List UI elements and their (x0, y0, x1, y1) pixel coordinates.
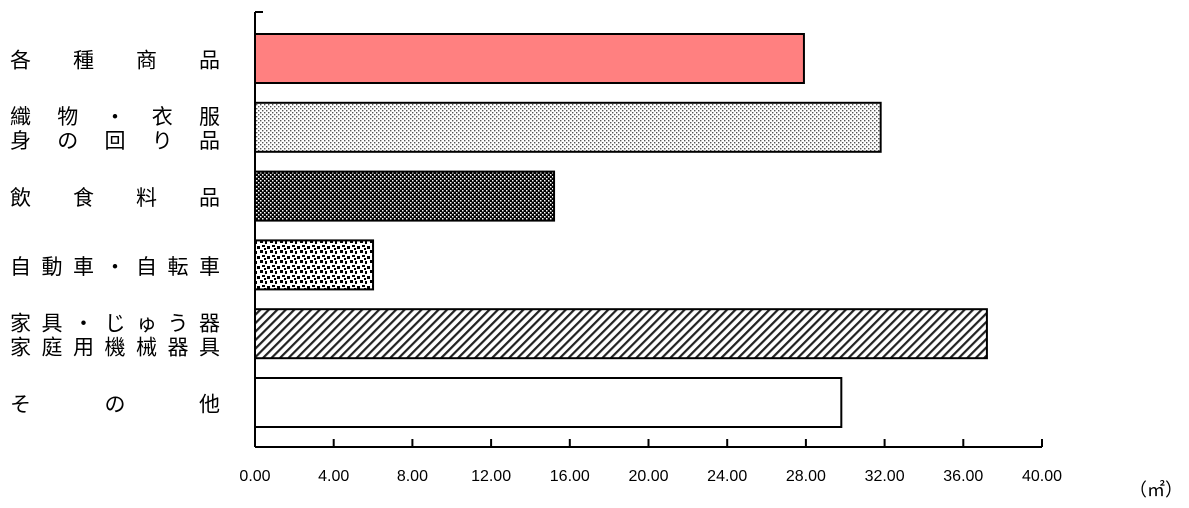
x-tick-label: 20.00 (628, 468, 668, 485)
category-label: 家庭用機械器具 (10, 336, 220, 360)
category-label: 各 種 商 品 (10, 48, 220, 72)
tick-labels: 0.00 4.00 8.00 12.00 16.00 20.00 24.00 28.00 32.… (239, 468, 1062, 485)
category-label: 身 の 回 り 品 (10, 129, 220, 153)
x-tick-label: 0.00 (239, 468, 270, 485)
x-tick-label: 4.00 (318, 468, 349, 485)
category-label: 家具・じゅう器 (10, 312, 220, 336)
category-label: 織 物 ・ 衣 服 (10, 105, 220, 129)
unit-label: （㎡） (1129, 479, 1183, 501)
x-tick-label: 8.00 (397, 468, 428, 485)
bar-5 (254, 377, 843, 428)
category-labels: 各 種 商 品織 物 ・ 衣 服身 の 回 り 品飲 食 料 品自動車・自転車家… (10, 48, 220, 416)
category-label: 自動車・自転車 (10, 255, 220, 279)
bar-4 (254, 308, 988, 360)
bar-0 (254, 33, 805, 84)
x-tick-label: 32.00 (865, 468, 905, 485)
bar-3 (254, 239, 375, 291)
x-tick-label: 24.00 (707, 468, 747, 485)
bars-layer (254, 33, 988, 428)
x-tick-label: 40.00 (1022, 468, 1062, 485)
x-tick-label: 12.00 (471, 468, 511, 485)
bar-1 (254, 101, 882, 153)
category-label: 飲 食 料 品 (10, 186, 220, 210)
axes (254, 11, 1043, 448)
x-tick-label: 28.00 (786, 468, 826, 485)
bar-2 (254, 170, 556, 222)
category-label: そ の 他 (10, 392, 220, 416)
x-tick-label: 36.00 (943, 468, 983, 485)
x-tick-label: 16.00 (550, 468, 590, 485)
